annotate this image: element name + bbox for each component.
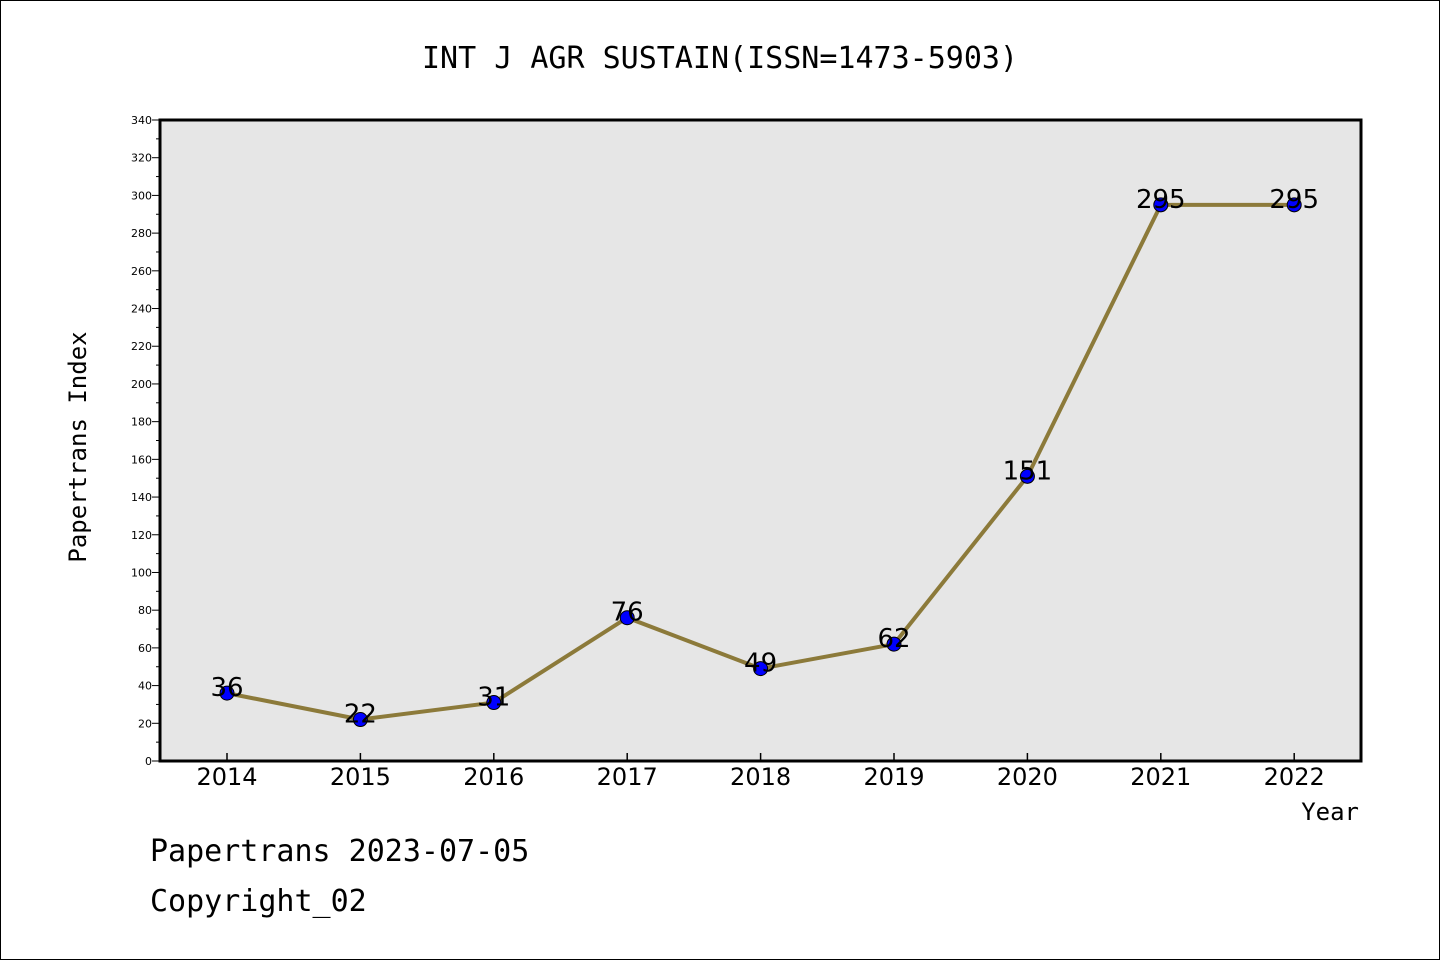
- data-point: [886, 636, 902, 652]
- data-point: [352, 712, 368, 728]
- x-tick-label: 2016: [463, 763, 524, 791]
- y-tick-label: 160: [131, 453, 152, 466]
- x-tick-label: 2022: [1264, 763, 1325, 791]
- x-tick-label: 2017: [597, 763, 658, 791]
- y-tick-label: 200: [131, 378, 152, 391]
- data-labels: 36 22 31 76 49 62 151 295 295: [210, 185, 1319, 730]
- data-label: 295: [1269, 185, 1319, 215]
- y-axis-label: Papertrans Index: [64, 331, 92, 562]
- data-point: [219, 685, 235, 701]
- y-tick-label: 120: [131, 529, 152, 542]
- x-tick-label: 2020: [997, 763, 1058, 791]
- data-point: [753, 661, 769, 677]
- y-tick-label: 0: [145, 755, 152, 768]
- series-papertrans-index: [219, 197, 1302, 728]
- y-tick-label: 60: [138, 642, 152, 655]
- data-label: 295: [1136, 185, 1186, 215]
- data-label: 62: [877, 624, 910, 654]
- chart-title: INT J AGR SUSTAIN(ISSN=1473-5903): [422, 41, 1018, 76]
- data-point: [1019, 468, 1035, 484]
- footer-copyright-line: Copyright_02: [150, 884, 367, 919]
- data-label: 76: [611, 598, 644, 628]
- data-label: 151: [1003, 456, 1053, 486]
- y-tick-label: 140: [131, 491, 152, 504]
- y-tick-label: 180: [131, 416, 152, 429]
- plot-area: [158, 118, 1363, 763]
- x-tick-label: 2014: [196, 763, 257, 791]
- y-tick-label: 100: [131, 566, 152, 579]
- y-tick-label: 320: [131, 152, 152, 165]
- x-axis-label: Year: [1301, 798, 1359, 826]
- y-axis: 0 20 40 60 80 100 120 140 160 180 200 220 240 260 280 3…: [131, 114, 160, 768]
- data-label: 36: [210, 673, 243, 703]
- y-tick-label: 240: [131, 303, 152, 316]
- y-tick-label: 340: [131, 114, 152, 127]
- x-tick-label: 2018: [730, 763, 791, 791]
- x-tick-label: 2015: [330, 763, 391, 791]
- y-tick-label: 260: [131, 265, 152, 278]
- data-label: 31: [477, 683, 510, 713]
- footer-date-line: Papertrans 2023-07-05: [150, 834, 530, 869]
- y-tick-label: 80: [138, 604, 152, 617]
- data-point: [1286, 197, 1302, 213]
- y-tick-label: 300: [131, 189, 152, 202]
- data-label: 22: [344, 700, 377, 730]
- data-point: [1153, 197, 1169, 213]
- data-label: 49: [744, 649, 777, 679]
- x-tick-label: 2021: [1130, 763, 1191, 791]
- x-tick-label: 2019: [863, 763, 924, 791]
- data-point: [619, 610, 635, 626]
- y-tick-label: 20: [138, 717, 152, 730]
- y-tick-label: 220: [131, 340, 152, 353]
- y-tick-label: 280: [131, 227, 152, 240]
- y-tick-label: 40: [138, 680, 152, 693]
- x-axis: 2014 2015 2016 2017 2018 2019 2020 2021 2022: [196, 753, 1325, 791]
- data-point: [486, 695, 502, 711]
